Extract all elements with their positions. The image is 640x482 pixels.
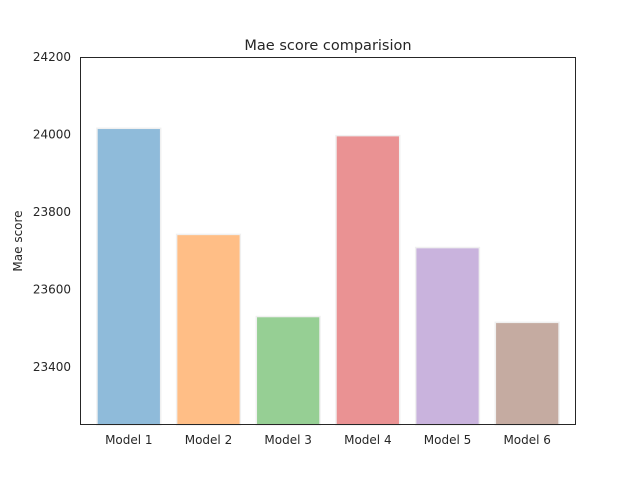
y-axis-label: Mae score: [11, 210, 25, 271]
bars-layer: [96, 127, 560, 426]
x-tick-label: Model 2: [185, 433, 232, 447]
x-tick-labels: Model 1 Model 2 Model 3 Model 4 Model 5 Model…: [105, 433, 551, 447]
bar-1: [96, 127, 162, 426]
y-tick-labels: 23400 23600 23800 24000 24200: [33, 50, 71, 374]
y-tick-label: 24000: [33, 127, 71, 141]
bar-2: [175, 233, 242, 426]
bar-3: [255, 315, 321, 426]
bar-6: [494, 321, 560, 426]
x-tick-label: Model 6: [503, 433, 550, 447]
x-tick-label: Model 1: [105, 433, 152, 447]
x-tick-label: Model 3: [264, 433, 311, 447]
bar-5: [414, 246, 481, 426]
bar-4: [335, 134, 401, 426]
chart-title: Mae score comparision: [244, 38, 411, 54]
y-tick-label: 24200: [33, 50, 71, 64]
plot-frame: [80, 57, 576, 425]
y-tick-label: 23600: [33, 282, 71, 296]
x-tick-label: Model 5: [424, 433, 471, 447]
y-tick-label: 23800: [33, 205, 71, 219]
y-tick-label: 23400: [33, 360, 71, 374]
x-tick-label: Model 4: [344, 433, 391, 447]
